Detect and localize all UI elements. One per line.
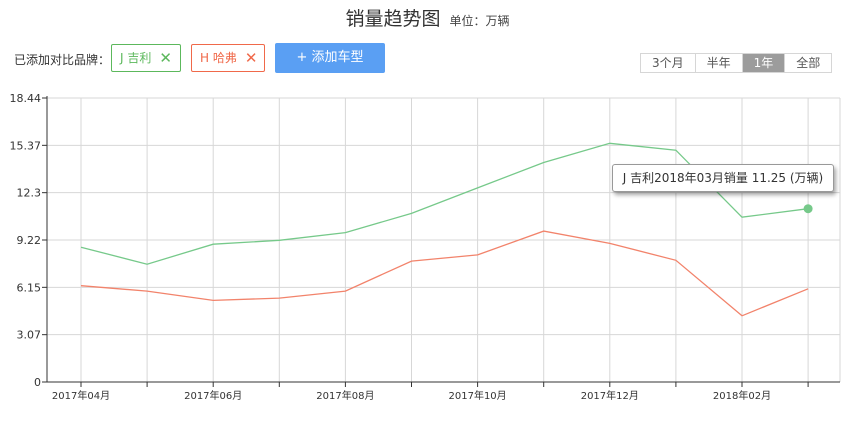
- time-range-selector: 3个月 半年 1年 全部: [640, 53, 833, 73]
- chart-title: 销量趋势图: [345, 8, 441, 30]
- range-half-year-button[interactable]: 半年: [694, 54, 742, 72]
- y-tick-label: 15.37: [10, 139, 42, 152]
- close-icon[interactable]: ✕: [244, 49, 258, 67]
- highlight-point: [803, 204, 813, 214]
- x-tick-label: 2017年12月: [581, 389, 639, 402]
- y-tick-label: 3.07: [17, 329, 42, 342]
- compare-label: 已添加对比品牌：: [14, 53, 111, 67]
- x-tick-label: 2017年10月: [449, 389, 507, 402]
- x-tick-label: 2017年08月: [316, 389, 374, 402]
- range-3-months-button[interactable]: 3个月: [641, 54, 695, 72]
- y-tick-label: 18.44: [10, 92, 42, 105]
- range-1-year-button[interactable]: 1年: [741, 54, 785, 72]
- x-tick-label: 2017年06月: [184, 389, 242, 402]
- brand-tag-geely[interactable]: J 吉利 ✕: [111, 44, 181, 72]
- brand-tag-label: H 哈弗: [200, 51, 237, 65]
- brand-tag-haval[interactable]: H 哈弗 ✕: [191, 44, 265, 72]
- series-line-geely: [80, 142, 809, 265]
- y-tick-label: 0: [34, 376, 41, 389]
- series-line-haval: [80, 230, 809, 317]
- range-all-button[interactable]: 全部: [784, 54, 832, 72]
- add-model-button[interactable]: + 添加车型: [275, 43, 385, 73]
- x-tick-label: 2018年02月: [713, 389, 771, 402]
- y-tick-label: 9.22: [17, 234, 42, 247]
- data-tooltip: J 吉利2018年03月销量 11.25 (万辆): [612, 164, 834, 192]
- brand-tag-label: J 吉利: [120, 51, 152, 65]
- unit-label: 单位：万辆: [449, 14, 510, 28]
- close-icon[interactable]: ✕: [159, 49, 172, 67]
- y-tick-label: 6.15: [17, 281, 42, 294]
- chart-header: 销量趋势图 单位：万辆: [0, 4, 855, 31]
- y-tick-label: 12.3: [17, 187, 42, 200]
- x-tick-label: 2017年04月: [52, 389, 110, 402]
